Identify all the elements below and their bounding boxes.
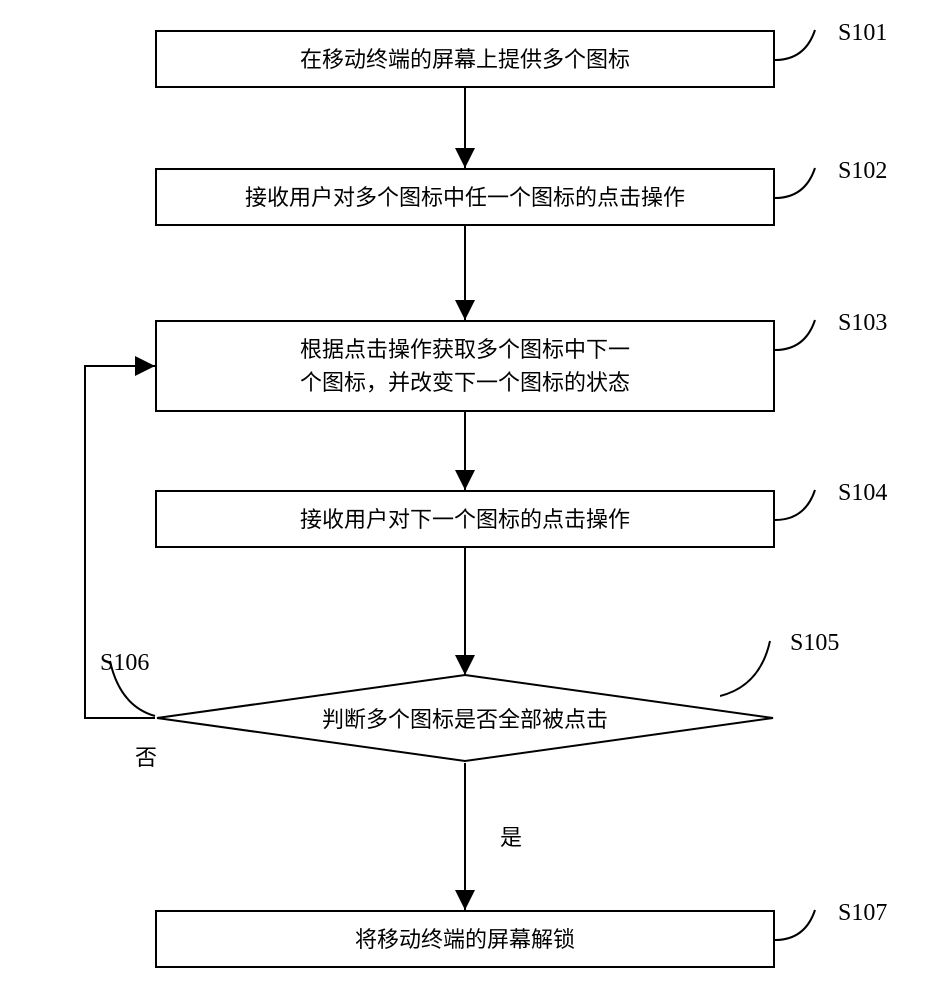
node-text: 将移动终端的屏幕解锁 bbox=[355, 923, 575, 956]
flowchart-container: 在移动终端的屏幕上提供多个图标 S101 接收用户对多个图标中任一个图标的点击操… bbox=[0, 0, 948, 1000]
leader-s104 bbox=[775, 485, 845, 530]
node-text: 在移动终端的屏幕上提供多个图标 bbox=[300, 43, 630, 76]
label-s103: S103 bbox=[838, 310, 887, 337]
edge-label-yes: 是 bbox=[500, 820, 522, 852]
node-s102: 接收用户对多个图标中任一个图标的点击操作 bbox=[155, 168, 775, 226]
label-s101: S101 bbox=[838, 20, 887, 47]
label-s104: S104 bbox=[838, 480, 887, 507]
node-s104: 接收用户对下一个图标的点击操作 bbox=[155, 490, 775, 548]
leader-s102 bbox=[775, 163, 845, 208]
node-text: 根据点击操作获取多个图标中下一 个图标，并改变下一个图标的状态 bbox=[300, 333, 630, 399]
node-text: 接收用户对多个图标中任一个图标的点击操作 bbox=[245, 181, 685, 214]
node-s105: 判断多个图标是否全部被点击 bbox=[155, 673, 775, 763]
node-text: 判断多个图标是否全部被点击 bbox=[155, 702, 775, 734]
node-s101: 在移动终端的屏幕上提供多个图标 bbox=[155, 30, 775, 88]
node-text: 接收用户对下一个图标的点击操作 bbox=[300, 503, 630, 536]
leader-s103 bbox=[775, 315, 845, 360]
leader-s101 bbox=[775, 25, 845, 70]
label-s106: S106 bbox=[100, 650, 149, 677]
label-s105: S105 bbox=[790, 630, 839, 657]
node-s103: 根据点击操作获取多个图标中下一 个图标，并改变下一个图标的状态 bbox=[155, 320, 775, 412]
label-s107: S107 bbox=[838, 900, 887, 927]
node-s107: 将移动终端的屏幕解锁 bbox=[155, 910, 775, 968]
leader-s107 bbox=[775, 905, 845, 950]
edge-label-no: 否 bbox=[135, 740, 157, 772]
label-s102: S102 bbox=[838, 158, 887, 185]
